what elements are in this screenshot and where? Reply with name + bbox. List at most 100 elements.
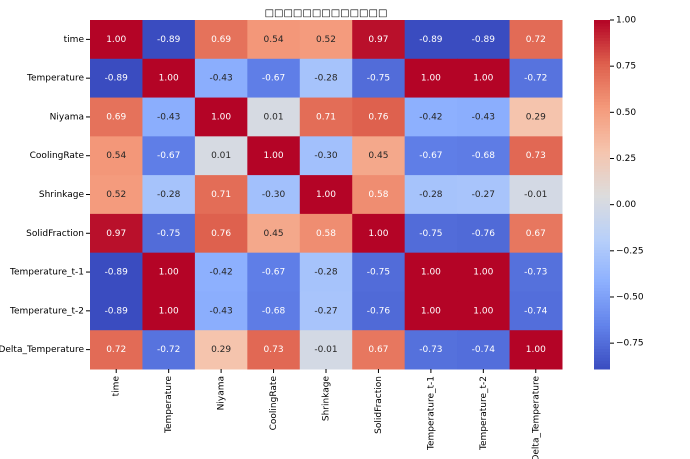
colorbar-segment: [594, 194, 610, 198]
cell-label: -0.73: [524, 268, 547, 278]
colorbar-tick-label: 0.00: [616, 200, 636, 210]
cell-label: -0.75: [367, 268, 390, 278]
colorbar-segment: [594, 95, 610, 100]
cell-label: -0.67: [262, 268, 285, 278]
colorbar-segment: [594, 342, 610, 347]
colorbar-segment: [594, 322, 610, 326]
cell-label: -0.68: [472, 151, 496, 161]
colorbar-segment: [594, 290, 610, 294]
colorbar-segment: [594, 232, 610, 236]
cell-label: 1.00: [106, 35, 126, 45]
cell-label: 0.58: [316, 229, 336, 239]
y-tick-label: time: [64, 35, 85, 45]
heatmap-cell: [90, 20, 143, 60]
cell-label: -0.67: [157, 151, 180, 161]
colorbar-segment: [594, 307, 610, 312]
cell-label: 0.71: [316, 112, 336, 122]
colorbar-segment: [594, 28, 610, 33]
colorbar-segment: [594, 287, 610, 291]
colorbar-segment: [594, 229, 610, 233]
heatmap-cell: [194, 175, 248, 215]
colorbar-segment: [594, 337, 610, 341]
colorbar-segment: [594, 182, 610, 187]
heatmap-cell: [142, 252, 196, 292]
heatmap-cell: [142, 58, 196, 99]
heatmap-cell: [509, 20, 563, 60]
cell-label: 1.00: [421, 306, 441, 316]
cell-label: -0.75: [419, 229, 442, 239]
cell-label: 0.97: [368, 35, 388, 45]
colorbar-segment: [594, 191, 610, 195]
colorbar-segment: [594, 57, 610, 62]
colorbar-tick-label: −0.75: [616, 339, 644, 349]
cell-label: -0.89: [157, 35, 181, 45]
colorbar-segment: [594, 113, 610, 117]
colorbar-segment: [594, 258, 610, 262]
colorbar-segment: [594, 159, 610, 164]
heatmap-cell: [299, 58, 353, 99]
colorbar-segment: [594, 188, 610, 193]
colorbar-tick-label: 0.25: [616, 154, 636, 164]
cell-label: 1.00: [264, 151, 284, 161]
heatmap-cell: [352, 136, 406, 176]
colorbar-segment: [594, 83, 610, 88]
cell-label: 1.00: [473, 74, 493, 84]
colorbar-segment: [594, 345, 610, 350]
colorbar-segment: [594, 211, 610, 216]
colorbar-tick-label: −0.50: [616, 292, 644, 302]
colorbar-segment: [594, 20, 610, 24]
colorbar-segment: [594, 147, 610, 152]
heatmap-cell: [404, 175, 458, 215]
cell-label: -0.74: [472, 345, 496, 355]
colorbar-segment: [594, 66, 610, 70]
heatmap-cell: [247, 58, 301, 99]
cell-label: -0.01: [314, 345, 337, 355]
colorbar-segment: [594, 264, 610, 268]
cell-label: 0.69: [106, 112, 126, 122]
colorbar-segment: [594, 49, 610, 53]
heatmap-cell: [90, 330, 143, 370]
colorbar-segment: [594, 197, 610, 201]
heatmap-cell: [194, 97, 248, 137]
colorbar-segment: [594, 86, 610, 91]
colorbar-segment: [594, 25, 610, 30]
cell-label: -0.28: [157, 190, 181, 200]
cell-label: 0.54: [106, 151, 126, 161]
cell-label: 0.45: [368, 151, 388, 161]
heatmap-cell: [299, 136, 353, 176]
cell-label: 1.00: [526, 345, 546, 355]
colorbar-segment: [594, 168, 610, 172]
heatmap-cell: [90, 291, 143, 331]
heatmap-cell: [352, 58, 406, 99]
heatmap-cell: [247, 20, 301, 60]
colorbar-segment: [594, 75, 610, 79]
colorbar-segment: [594, 136, 610, 140]
colorbar-segment: [594, 313, 610, 318]
colorbar-segment: [594, 252, 610, 257]
heatmap-cell: [509, 291, 563, 331]
colorbar-tick-label: 0.50: [616, 108, 636, 118]
cell-label: -0.67: [419, 151, 442, 161]
heatmap-cell: [352, 291, 406, 331]
colorbar-segment: [594, 209, 610, 213]
heatmap-cell: [299, 291, 353, 331]
heatmap-cell: [247, 136, 301, 176]
colorbar-segment: [594, 267, 610, 271]
heatmap-cell: [299, 20, 353, 60]
cell-label: 0.72: [106, 345, 126, 355]
colorbar-segment: [594, 284, 610, 289]
colorbar-segment: [594, 46, 610, 50]
heatmap-cell: [90, 58, 143, 99]
cell-label: -0.68: [262, 306, 286, 316]
cell-label: 0.54: [264, 35, 284, 45]
heatmap-cell: [352, 330, 406, 370]
colorbar-segment: [594, 139, 610, 143]
colorbar-segment: [594, 81, 610, 85]
colorbar-tick-label: 0.75: [616, 62, 636, 72]
y-tick-label: Temperature: [26, 74, 84, 84]
colorbar-segment: [594, 133, 610, 137]
colorbar-segment: [594, 217, 610, 222]
cell-label: 1.00: [421, 74, 441, 84]
colorbar-segment: [594, 34, 610, 38]
